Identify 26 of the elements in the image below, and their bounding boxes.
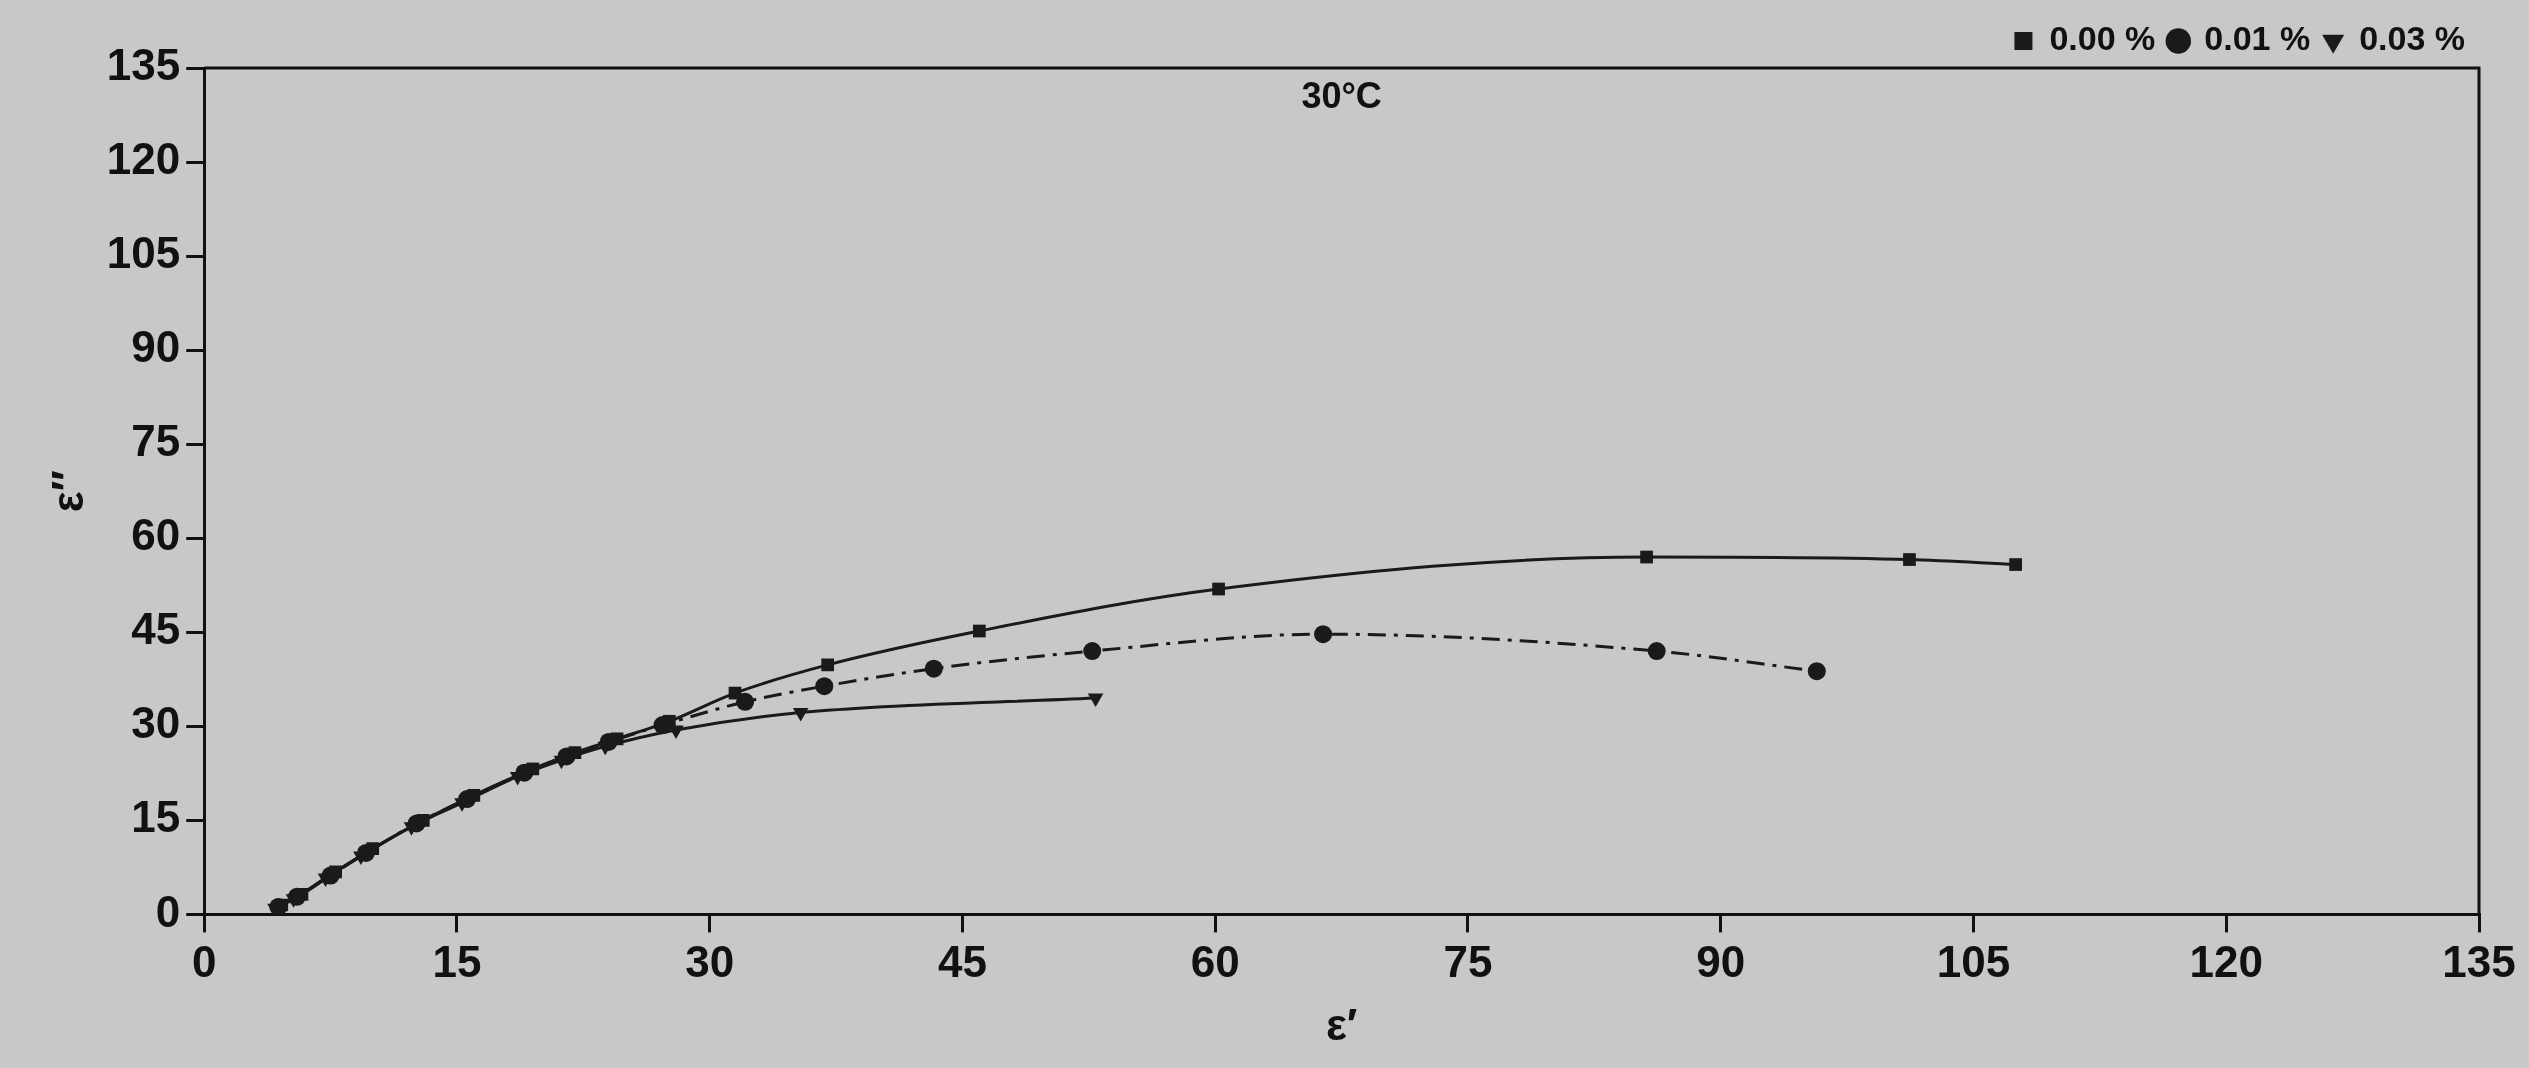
y-axis-title: ε″ [42,470,92,513]
y-tick-label: 0 [155,886,181,936]
x-tick-label: 60 [1190,936,1240,986]
x-tick-label: 15 [432,936,482,986]
legend-label: 0.01 % [2204,19,2311,58]
x-tick-label: 45 [938,936,987,986]
y-tick-label: 30 [131,698,181,748]
y-tick-label: 75 [131,416,181,466]
x-tick-label: 75 [1443,936,1493,986]
y-tick-label: 105 [106,228,181,278]
legend-label: 0.00 % [2049,19,2156,58]
y-tick-label: 60 [131,510,181,560]
y-tick-label: 135 [106,40,181,90]
legend-label: 0.03 % [2359,19,2466,58]
y-tick-label: 45 [131,604,181,654]
chart-title: 30°C [1301,74,1382,116]
x-tick-label: 105 [1936,936,2011,986]
x-tick-label: 90 [1696,936,1746,986]
y-tick-label: 90 [131,322,181,372]
x-tick-label: 0 [191,936,217,986]
y-tick-label: 15 [131,792,181,842]
x-tick-label: 30 [685,936,735,986]
y-tick-label: 120 [106,134,181,184]
x-tick-label: 120 [2189,936,2263,986]
x-tick-label: 135 [2442,936,2516,986]
x-axis-title: ε′ [1325,999,1358,1049]
